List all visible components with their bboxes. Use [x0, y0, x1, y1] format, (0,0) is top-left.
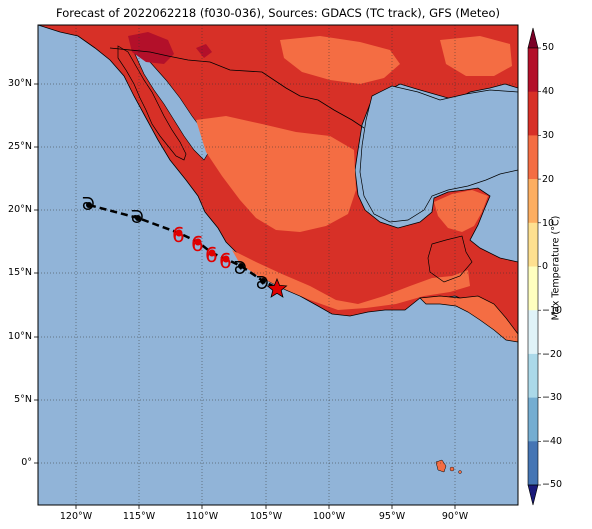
colorbar-segment: [528, 91, 538, 136]
current-position-star-icon: [266, 277, 288, 298]
gulf-of-mexico: [359, 85, 518, 223]
warm-region-central: [196, 116, 356, 232]
svg-text:ᘐ: ᘐ: [131, 207, 144, 228]
storm-symbol-past-4: ᘐ: [256, 273, 269, 294]
colorbar-tick-label: 10: [542, 218, 555, 229]
svg-text:ᘐ: ᘐ: [234, 258, 247, 279]
map-title: Forecast of 2022062218 (f030-036), Sourc…: [56, 6, 500, 20]
storm-symbol-forecast-1: 6: [172, 223, 185, 247]
warm-region-yucatan: [434, 190, 488, 232]
land-central-america: [419, 295, 518, 343]
colorbar-segment: [528, 353, 538, 398]
x-tick-label: 120°W: [59, 511, 93, 522]
colorbar-tick-label: 40: [542, 86, 555, 97]
x-tick-label: 95°W: [378, 511, 406, 522]
colorbar-tick-label: −40: [542, 436, 563, 447]
colorbar-label: Max Temperature (°C): [550, 215, 562, 321]
y-tick-label: 20°N: [8, 204, 32, 215]
colorbar-extend-top: [527, 27, 539, 49]
tick-marks: [34, 83, 456, 509]
colorbar-segment: [528, 441, 538, 486]
hot-region-small: [196, 44, 212, 58]
x-tick-label: 110°W: [185, 511, 219, 522]
border-us-mexico: [109, 47, 365, 129]
storm-symbol-past-3: ᘐ: [234, 258, 247, 279]
warm-region-east: [440, 36, 512, 76]
colorbar-tick-label: −30: [542, 392, 563, 403]
galapagos-islet: [449, 466, 455, 472]
x-tick-label: 100°W: [312, 511, 346, 522]
y-tick-label: 0°: [21, 457, 32, 468]
colorbar-segment: [528, 266, 538, 311]
warm-region-coast: [232, 250, 470, 310]
y-tick-label: 10°N: [8, 331, 32, 342]
svg-text:6: 6: [191, 232, 204, 256]
y-tick-label: 5°N: [14, 394, 32, 405]
colorbar-tick-label: −10: [542, 305, 563, 316]
y-tick-label: 30°N: [8, 78, 32, 89]
y-tick-label: 15°N: [8, 267, 32, 278]
warm-region-north: [280, 36, 400, 84]
colorbar-tick-label: 20: [542, 174, 555, 185]
colorbar-segment: [528, 222, 538, 267]
storm-symbol-forecast-4: 6: [219, 249, 232, 273]
colorbar-tick-label: −20: [542, 349, 563, 360]
storm-symbol-past-1: ᘐ: [82, 194, 95, 215]
svg-text:ᘐ: ᘐ: [256, 273, 269, 294]
colorbar: [527, 27, 541, 506]
colorbar-segment: [528, 179, 538, 224]
storm-symbol-past-2: ᘐ: [131, 207, 144, 228]
y-tick-label: 25°N: [8, 141, 32, 152]
storm-symbol-forecast-3: 6: [205, 243, 218, 267]
gridlines: [38, 25, 518, 505]
colorbar-tick-label: 0: [542, 261, 549, 272]
colorbar-segment: [528, 310, 538, 355]
colorbar-tick-label: −50: [542, 479, 563, 490]
map-frame: [37, 24, 519, 506]
colorbar-segment: [528, 397, 538, 442]
galapagos-islet-2: [458, 470, 462, 474]
gulf-of-california: [133, 51, 211, 161]
svg-text:6: 6: [205, 243, 218, 267]
svg-text:6: 6: [172, 223, 185, 247]
hot-region-sonora: [128, 32, 174, 64]
x-tick-label: 90°W: [441, 511, 469, 522]
border-guatemala: [427, 235, 473, 283]
x-tick-label: 105°W: [249, 511, 283, 522]
x-tick-label: 115°W: [122, 511, 156, 522]
svg-text:6: 6: [219, 249, 232, 273]
storm-symbol-forecast-2: 6: [191, 232, 204, 256]
colorbar-tick-label: 50: [542, 42, 555, 53]
colorbar-segment: [528, 135, 538, 180]
colorbar-tick-label: 30: [542, 130, 555, 141]
colorbar-segment: [528, 48, 538, 92]
colorbar-extend-bottom: [527, 484, 539, 506]
svg-text:ᘐ: ᘐ: [82, 194, 95, 215]
